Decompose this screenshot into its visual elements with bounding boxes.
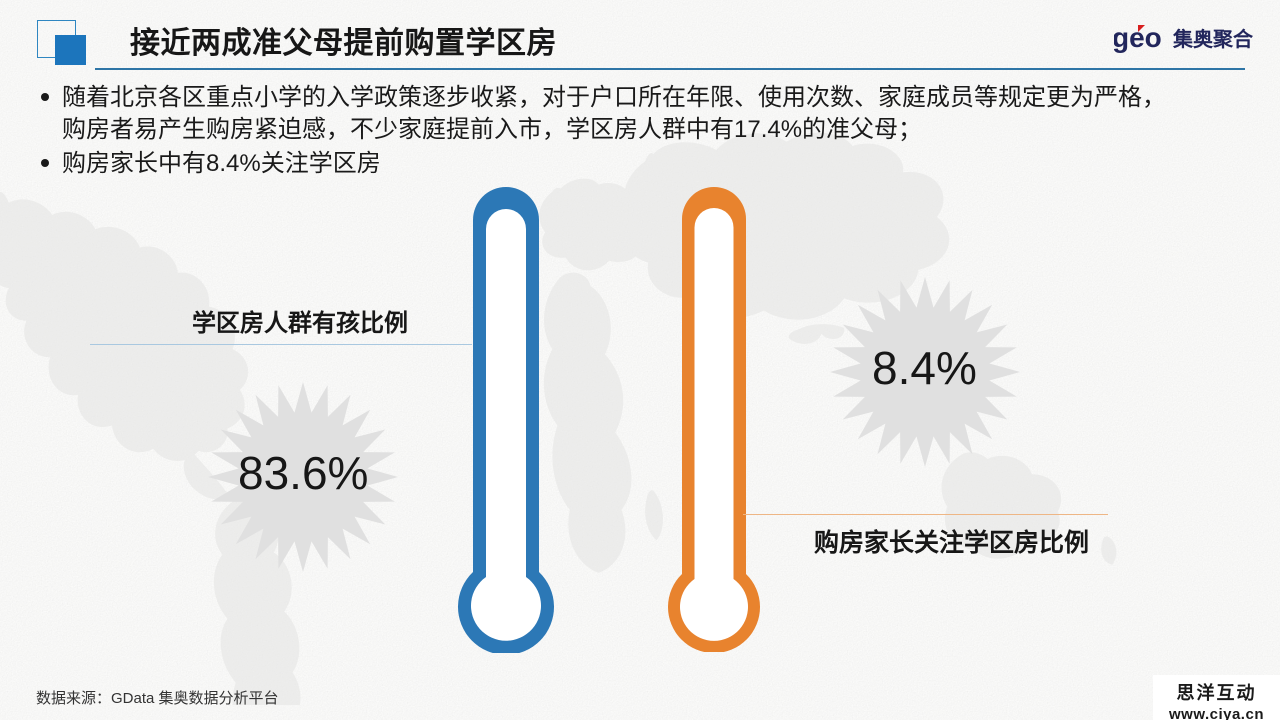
svg-text:geo: geo — [1114, 22, 1162, 53]
svg-text:集奥聚合: 集奥聚合 — [1172, 27, 1254, 51]
